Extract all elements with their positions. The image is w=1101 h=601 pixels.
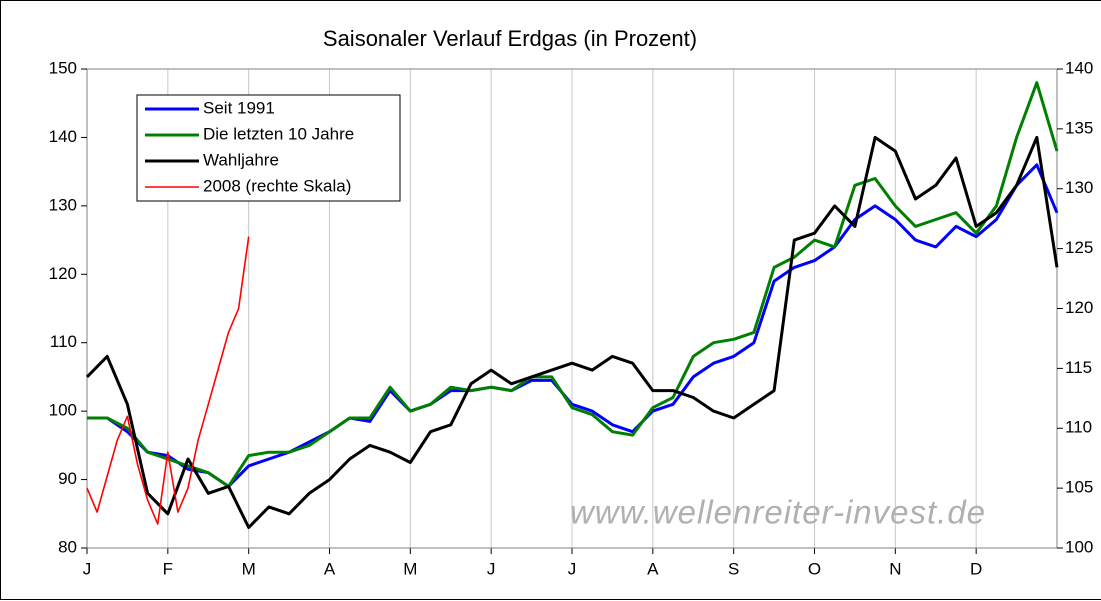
x-tick-label: M xyxy=(403,559,417,578)
series-line xyxy=(87,81,1059,488)
y-tick-label: 90 xyxy=(58,469,77,488)
x-tick-label: D xyxy=(970,559,982,578)
watermark: www.wellenreiter-invest.de xyxy=(570,494,986,531)
y2-tick-label: 100 xyxy=(1065,537,1093,556)
y-tick-label: 80 xyxy=(58,537,77,556)
y2-tick-label: 110 xyxy=(1065,418,1092,437)
y-tick-label: 130 xyxy=(49,195,77,214)
legend-label: Wahljahre xyxy=(203,150,279,169)
y2-tick-label: 120 xyxy=(1065,298,1093,317)
legend-label: Seit 1991 xyxy=(203,98,275,117)
y-tick-label: 110 xyxy=(50,332,77,351)
y-tick-label: 140 xyxy=(49,127,77,146)
legend-label: 2008 (rechte Skala) xyxy=(203,176,351,195)
x-tick-label: S xyxy=(728,559,739,578)
series-line xyxy=(86,236,250,525)
y-tick-label: 100 xyxy=(49,401,77,420)
y2-tick-label: 105 xyxy=(1065,478,1093,497)
x-tick-label: O xyxy=(808,559,821,578)
x-tick-label: F xyxy=(163,559,173,578)
y2-tick-label: 140 xyxy=(1065,58,1093,77)
series-line xyxy=(85,135,1059,529)
x-tick-label: J xyxy=(568,559,577,578)
x-tick-label: N xyxy=(889,559,901,578)
x-tick-label: J xyxy=(487,559,496,578)
y2-tick-label: 130 xyxy=(1065,178,1093,197)
x-tick-label: A xyxy=(324,559,336,578)
series-line xyxy=(87,163,1059,488)
x-tick-label: M xyxy=(242,559,256,578)
y2-tick-label: 115 xyxy=(1065,358,1092,377)
x-tick-label: J xyxy=(83,559,92,578)
y2-tick-label: 125 xyxy=(1065,238,1093,257)
legend-box xyxy=(136,94,401,202)
x-tick-label: A xyxy=(647,559,659,578)
chart-title: Saisonaler Verlauf Erdgas (in Prozent) xyxy=(323,26,697,51)
y-tick-label: 120 xyxy=(49,264,77,283)
y2-tick-label: 135 xyxy=(1065,118,1093,137)
legend-label: Die letzten 10 Jahre xyxy=(203,124,354,143)
y-tick-label: 150 xyxy=(49,58,77,77)
